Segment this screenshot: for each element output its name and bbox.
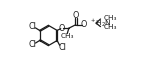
Text: O: O — [80, 20, 87, 29]
Text: O: O — [73, 11, 79, 20]
Text: CH₃: CH₃ — [60, 33, 74, 39]
Text: O: O — [59, 24, 65, 33]
Text: Cl: Cl — [28, 22, 36, 31]
Text: CH₃: CH₃ — [104, 24, 117, 30]
Text: $^+$H$_2$N: $^+$H$_2$N — [89, 17, 112, 29]
Text: Cl: Cl — [59, 43, 66, 52]
Text: Cl: Cl — [28, 40, 36, 49]
Text: CH₃: CH₃ — [104, 15, 117, 21]
